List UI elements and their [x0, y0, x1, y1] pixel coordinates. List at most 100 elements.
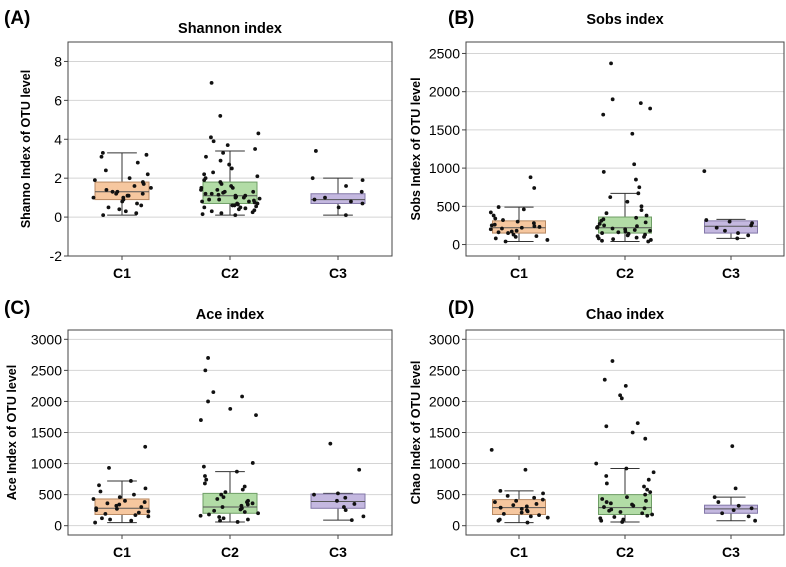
data-point: [117, 207, 122, 212]
data-point: [207, 197, 212, 202]
data-point: [139, 203, 144, 208]
data-point: [239, 503, 244, 508]
data-point: [203, 176, 208, 181]
data-point: [525, 508, 529, 513]
data-point: [540, 497, 545, 502]
y-tick-label: 2: [54, 170, 62, 186]
data-point: [645, 487, 650, 492]
data-point: [233, 213, 238, 218]
data-point: [211, 170, 216, 175]
data-point: [229, 166, 234, 171]
data-point: [206, 399, 210, 404]
data-point: [634, 235, 639, 240]
data-point: [534, 234, 539, 239]
data-point: [218, 158, 223, 163]
data-point: [99, 154, 104, 159]
data-point: [222, 189, 227, 194]
data-point: [537, 513, 541, 518]
data-point: [92, 178, 97, 183]
data-point: [103, 168, 108, 173]
data-point: [489, 223, 494, 228]
data-point: [215, 187, 220, 192]
data-point: [310, 176, 315, 181]
data-point: [256, 511, 260, 516]
data-point: [336, 205, 341, 210]
data-point: [139, 505, 144, 509]
data-point: [730, 444, 735, 449]
data-point: [515, 219, 520, 224]
data-point: [140, 191, 145, 196]
data-point: [493, 216, 498, 221]
data-point: [497, 517, 502, 522]
data-point: [634, 215, 639, 220]
data-point: [618, 393, 623, 398]
data-point: [336, 491, 340, 496]
panel-a: (A) Shannon index -2 0 2 4 6 8 Shanno Index of O…: [4, 8, 393, 281]
y-tick-label: 2000: [429, 393, 460, 409]
data-point: [624, 466, 629, 471]
data-point: [506, 231, 510, 235]
data-point: [212, 508, 217, 513]
data-point: [235, 201, 240, 206]
data-point: [640, 511, 645, 516]
y-tick-label: 1500: [429, 122, 460, 138]
data-point: [207, 512, 211, 517]
data-point: [604, 474, 609, 478]
y-tick-label: 500: [437, 198, 461, 214]
y-tick-label: 3000: [31, 331, 62, 347]
data-point: [727, 219, 732, 224]
data-point: [753, 518, 758, 523]
data-point: [149, 186, 153, 190]
data-point: [209, 209, 214, 214]
x-tick-label: C3: [722, 265, 740, 281]
data-point: [496, 230, 501, 235]
data-point: [243, 193, 248, 198]
data-point: [221, 150, 226, 155]
data-point: [218, 518, 222, 523]
data-point: [123, 498, 127, 503]
box-body: [492, 499, 546, 516]
data-point: [621, 517, 626, 522]
plot-frame: [67, 41, 393, 257]
data-point: [211, 390, 216, 395]
data-point: [750, 221, 754, 226]
data-point: [202, 205, 207, 210]
data-point: [492, 222, 497, 227]
data-point: [598, 516, 603, 521]
data-point: [500, 226, 504, 231]
data-point: [91, 497, 96, 501]
data-point: [104, 187, 109, 192]
data-point: [215, 497, 220, 501]
data-point: [242, 484, 247, 489]
data-point: [632, 228, 637, 232]
x-tick-label: C2: [221, 544, 239, 560]
data-point: [221, 495, 226, 500]
data-point: [250, 501, 255, 506]
y-tick-label: 2500: [429, 362, 460, 378]
data-point: [361, 514, 366, 519]
data-point: [634, 177, 638, 182]
data-point: [528, 514, 533, 519]
data-point: [604, 211, 609, 216]
data-point: [601, 217, 606, 222]
data-point: [532, 224, 537, 229]
panel-label: (A): [4, 8, 30, 29]
y-axis-label: Sobs Index of OTU level: [409, 77, 423, 220]
data-point: [254, 204, 259, 209]
data-point: [623, 227, 628, 232]
data-point: [749, 506, 754, 511]
data-point: [200, 212, 205, 217]
data-point: [343, 213, 348, 218]
data-point: [519, 507, 524, 511]
data-point: [123, 209, 128, 214]
data-point: [519, 225, 524, 230]
data-point: [257, 196, 262, 201]
data-point: [335, 498, 339, 503]
data-point: [360, 201, 365, 206]
data-point: [636, 191, 641, 196]
panel-title: Shannon index: [178, 21, 282, 37]
data-point: [246, 498, 250, 503]
data-point: [323, 195, 327, 200]
data-point: [349, 199, 353, 204]
y-axis-label: Ace Index of OTU level: [5, 365, 19, 500]
